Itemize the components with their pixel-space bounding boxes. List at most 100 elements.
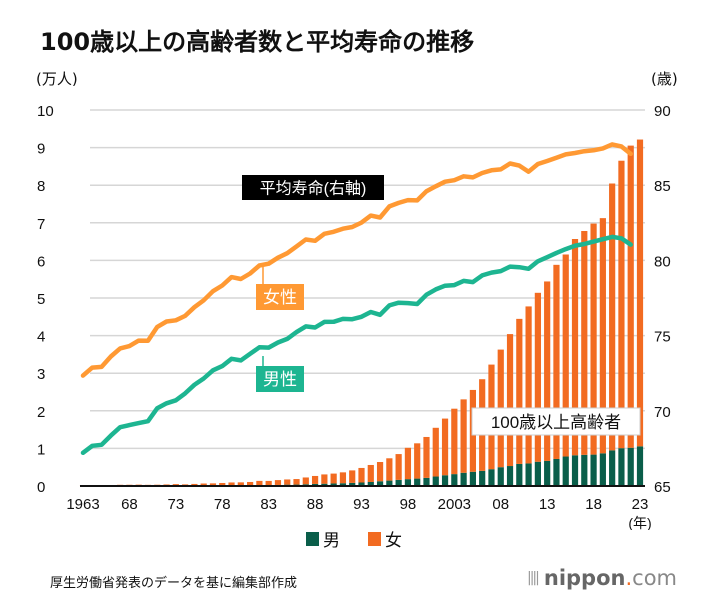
bar-female [247,481,254,486]
bar-female [219,482,226,486]
logo-bars-icon: |||| [527,570,540,586]
bar-male [358,482,365,486]
left-tick-label: 3 [37,366,45,383]
life-expectancy-label-text: 平均寿命(右軸) [260,179,367,197]
x-tick-label: 83 [260,496,277,513]
right-axis-unit: (歳) [651,70,678,88]
bar-male [618,448,625,486]
bar-female [571,239,579,456]
bar-male [534,461,541,486]
bar-male [553,458,560,486]
bar-female [451,408,458,475]
bar-female [627,145,634,448]
x-axis-unit: (年) [628,515,651,530]
left-axis-unit: (万人) [36,70,78,88]
bar-male [516,463,523,486]
bar-male [441,475,449,486]
bar-male [414,478,421,486]
logo-suffix: com [632,566,678,590]
bar-male [451,474,458,486]
x-tick-label: 18 [585,496,602,513]
legend-item-female: 女 [368,526,402,551]
gridlines [90,109,645,450]
x-tick-label: 2003 [438,496,471,513]
legend: 男 女 [306,526,424,551]
left-tick-label: 5 [37,291,45,308]
bar-male [609,450,616,486]
bar-female [339,472,347,484]
life-expectancy-label-box [242,175,384,200]
bar-female [321,474,328,484]
bar-male [599,453,606,486]
right-tick-label: 85 [654,178,671,195]
bar-male [469,471,476,486]
bar-female [330,473,337,484]
bar-male [321,483,328,486]
bar-female [609,183,616,451]
bar-male [562,456,569,486]
male-line-label: 男性 [256,356,304,392]
bar-male [386,480,393,486]
bar-male [339,483,347,486]
x-tick-label: 23 [632,496,649,513]
left-tick-label: 1 [37,441,45,458]
bar-female [599,218,606,454]
female-life-line [80,142,633,378]
x-tick-label: 88 [307,496,324,513]
bar-female [376,462,384,482]
footer [0,560,728,607]
bar-female [395,454,402,480]
right-tick-label: 65 [654,479,671,496]
bar-male [627,447,634,486]
bar-male [311,483,319,486]
left-tick-label: 7 [37,216,45,233]
bar-male [544,460,551,486]
bar-female [544,281,551,461]
right-tick-label: 90 [654,103,671,120]
logo-dot: . [625,566,633,590]
bar-male [367,481,374,486]
bar-male [488,469,495,486]
bar-female [367,464,374,482]
centenarians-label-text: 100歳以上高齢者 [491,413,621,432]
left-tick-label: 8 [37,178,45,195]
bar-female [172,484,179,486]
female-line-label: 女性 [256,265,304,310]
male-line-label-text: 男性 [263,370,297,389]
bar-male [423,477,430,486]
left-tick-label: 9 [37,141,45,158]
bar-male [479,470,486,486]
female-line-label-text: 女性 [263,288,297,307]
bar-female [414,443,421,479]
bar-female [636,139,644,447]
bar-female [293,479,300,485]
x-tick-label: 68 [121,496,138,513]
male-life-line [80,234,633,456]
bar-male [506,466,514,486]
left-tick-label: 0 [37,479,45,496]
bar-female [562,254,569,457]
left-tick-label: 4 [37,329,45,346]
x-tick-label: 13 [539,496,556,513]
nippon-logo[interactable]: |||| nippon. com [527,566,677,590]
bar-male [590,454,597,486]
bar-male [581,454,588,486]
bar-female [358,467,365,483]
x-tick-label: 08 [492,496,509,513]
left-tick-label: 10 [37,103,54,120]
centenarians-label-box [471,407,641,436]
bar-male [432,476,439,486]
bar-male [497,467,504,486]
bar-female [516,318,523,464]
bar-male [376,481,384,486]
bar-female [265,480,272,486]
bar-female [618,160,625,449]
left-tick-label: 2 [37,404,45,421]
male-line-label-box [256,366,304,392]
bar-female [311,475,319,484]
bar-female [302,477,309,485]
bar-male [571,455,579,486]
bar-female [284,479,291,485]
